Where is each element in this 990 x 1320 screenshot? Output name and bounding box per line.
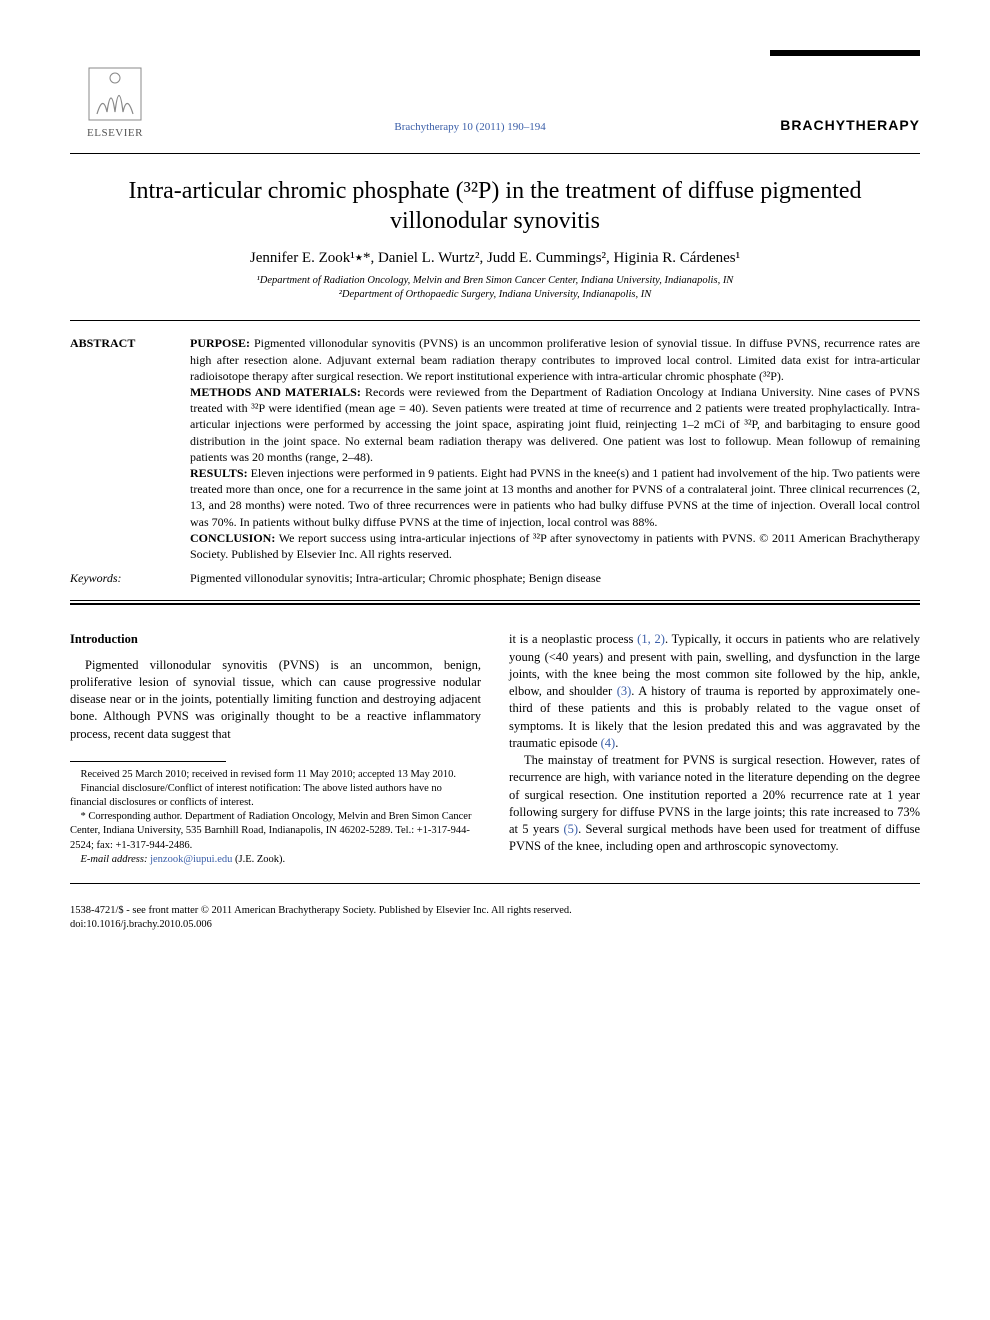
intro-paragraph-3: The mainstay of treatment for PVNS is su… bbox=[509, 752, 920, 856]
footnote-email-label: E-mail address: bbox=[81, 854, 151, 865]
footnote-corresponding: * Corresponding author. Department of Ra… bbox=[70, 810, 481, 853]
keywords-label: Keywords: bbox=[70, 570, 190, 586]
publisher-name: ELSEVIER bbox=[87, 126, 143, 141]
journal-accent-bar bbox=[770, 50, 920, 56]
footnote-email-name: (J.E. Zook). bbox=[232, 854, 285, 865]
header-row: ELSEVIER Brachytherapy 10 (2011) 190–194… bbox=[70, 64, 920, 141]
abstract-purpose: Pigmented villonodular synovitis (PVNS) … bbox=[190, 336, 920, 382]
body-columns: Introduction Pigmented villonodular syno… bbox=[70, 631, 920, 867]
journal-reference[interactable]: Brachytherapy 10 (2011) 190–194 bbox=[160, 120, 780, 141]
ref-link-3[interactable]: (3) bbox=[617, 684, 632, 698]
footer-doi: doi:10.1016/j.brachy.2010.05.006 bbox=[70, 918, 920, 932]
rule-above-footer bbox=[70, 883, 920, 884]
rule-below-keywords-2 bbox=[70, 603, 920, 605]
affiliation-1: ¹Department of Radiation Oncology, Melvi… bbox=[70, 274, 920, 288]
intro-p2d: . bbox=[615, 736, 618, 750]
abstract-methods-head: METHODS AND MATERIALS: bbox=[190, 385, 361, 399]
header-rule bbox=[70, 153, 920, 154]
introduction-heading: Introduction bbox=[70, 631, 481, 648]
affiliation-2: ²Department of Orthopaedic Surgery, Indi… bbox=[70, 288, 920, 302]
footnotes: Received 25 March 2010; received in revi… bbox=[70, 768, 481, 867]
footnote-disclosure: Financial disclosure/Conflict of interes… bbox=[70, 782, 481, 810]
elsevier-logo-icon bbox=[85, 64, 145, 124]
intro-paragraph-2: it is a neoplastic process (1, 2). Typic… bbox=[509, 631, 920, 752]
affiliations: ¹Department of Radiation Oncology, Melvi… bbox=[70, 274, 920, 302]
rule-above-abstract bbox=[70, 320, 920, 321]
column-right: it is a neoplastic process (1, 2). Typic… bbox=[509, 631, 920, 867]
footer-meta: 1538-4721/$ - see front matter © 2011 Am… bbox=[70, 904, 920, 932]
ref-link-5[interactable]: (5) bbox=[564, 822, 579, 836]
ref-link-4[interactable]: (4) bbox=[601, 736, 616, 750]
footer-copyright: 1538-4721/$ - see front matter © 2011 Am… bbox=[70, 904, 920, 918]
abstract-body: PURPOSE: Pigmented villonodular synoviti… bbox=[190, 335, 920, 562]
keywords-row: Keywords: Pigmented villonodular synovit… bbox=[70, 570, 920, 586]
ref-link-1-2[interactable]: (1, 2) bbox=[637, 632, 665, 646]
abstract-block: ABSTRACT PURPOSE: Pigmented villonodular… bbox=[70, 335, 920, 562]
footnote-email: E-mail address: jenzook@iupui.edu (J.E. … bbox=[70, 853, 481, 867]
abstract-purpose-head: PURPOSE: bbox=[190, 336, 250, 350]
publisher-block: ELSEVIER bbox=[70, 64, 160, 141]
intro-p2a: it is a neoplastic process bbox=[509, 632, 637, 646]
column-left: Introduction Pigmented villonodular syno… bbox=[70, 631, 481, 867]
footnote-rule bbox=[70, 761, 226, 762]
abstract-results-head: RESULTS: bbox=[190, 466, 248, 480]
authors-line: Jennifer E. Zook¹٭*, Daniel L. Wurtz², J… bbox=[70, 248, 920, 268]
abstract-label: ABSTRACT bbox=[70, 335, 190, 562]
abstract-conclusion: We report success using intra-articular … bbox=[190, 531, 920, 561]
footnote-email-link[interactable]: jenzook@iupui.edu bbox=[150, 854, 232, 865]
abstract-conclusion-head: CONCLUSION: bbox=[190, 531, 275, 545]
abstract-results: Eleven injections were performed in 9 pa… bbox=[190, 466, 920, 529]
article-title: Intra-articular chromic phosphate (³²P) … bbox=[110, 176, 880, 236]
intro-paragraph-1: Pigmented villonodular synovitis (PVNS) … bbox=[70, 657, 481, 743]
footnote-received: Received 25 March 2010; received in revi… bbox=[70, 768, 481, 782]
top-bar bbox=[70, 50, 920, 56]
keywords-text: Pigmented villonodular synovitis; Intra-… bbox=[190, 570, 601, 586]
journal-name: BRACHYTHERAPY bbox=[780, 116, 920, 141]
